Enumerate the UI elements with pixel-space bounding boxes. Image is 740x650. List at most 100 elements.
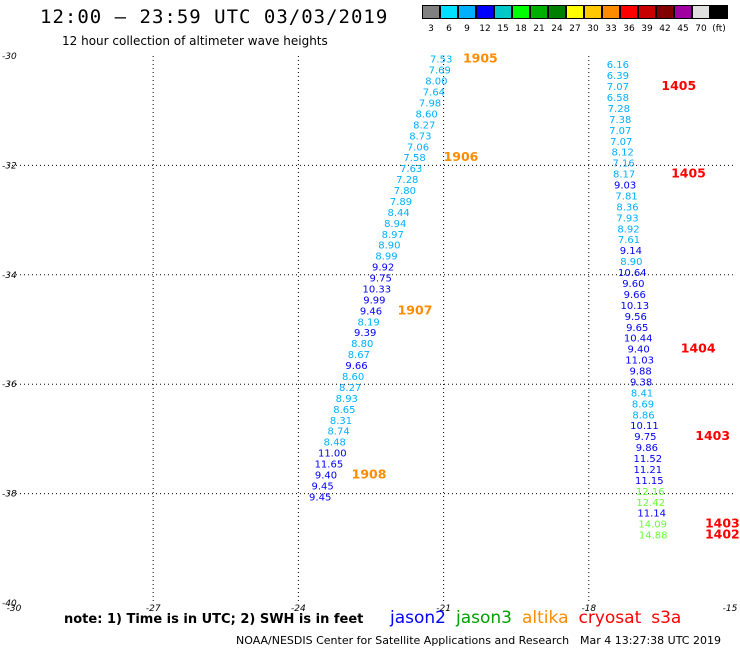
wave-height-value: 9.46 — [360, 306, 382, 317]
wave-height-value: 6.58 — [607, 93, 629, 104]
y-tick-label: -40 — [2, 599, 17, 609]
wave-height-value: 8.67 — [348, 350, 370, 361]
y-tick-label: -34 — [2, 271, 17, 281]
wave-height-value: 11.52 — [634, 454, 663, 465]
wave-height-value: 8.60 — [342, 372, 364, 383]
satellite-cryosat: cryosat — [578, 608, 642, 628]
wave-height-value: 7.81 — [615, 191, 637, 202]
wave-height-value: 8.31 — [330, 416, 352, 427]
wave-height-value: 9.40 — [315, 470, 337, 481]
scale-swatch — [494, 5, 512, 19]
wave-height-value: 12.16 — [636, 487, 665, 498]
wave-height-value: 11.00 — [318, 449, 347, 460]
wave-height-value: 10.11 — [630, 421, 659, 432]
wave-height-value: 7.58 — [403, 153, 425, 164]
scale-label: 39 — [641, 24, 653, 34]
wave-height-value: 9.99 — [363, 295, 385, 306]
scale-label: 70 — [695, 24, 707, 34]
wave-height-value: 10.64 — [618, 268, 647, 279]
wave-height-value: 11.03 — [625, 356, 654, 367]
satellite-jason3: jason3 — [456, 608, 512, 628]
y-tick-label: -36 — [2, 380, 17, 390]
scale-swatch — [674, 5, 692, 19]
wave-height-value: 9.14 — [620, 246, 642, 257]
y-tick-label: -32 — [2, 161, 17, 171]
wave-height-value: 8.99 — [375, 252, 397, 263]
wave-height-value: 9.56 — [625, 312, 647, 323]
wave-height-value: 10.33 — [362, 284, 391, 295]
scale-swatch — [692, 5, 710, 19]
wave-height-value: 8.90 — [620, 257, 642, 268]
scale-label: (ft) — [712, 24, 726, 34]
scale-label: 45 — [677, 24, 689, 34]
scale-swatch — [548, 5, 566, 19]
x-tick-label: -27 — [146, 604, 161, 614]
scale-label: 6 — [446, 24, 452, 34]
wave-height-value: 10.44 — [624, 334, 653, 345]
satellite-jason2: jason2 — [390, 608, 446, 628]
scale-swatch — [638, 5, 656, 19]
satellite-s3a: s3a — [651, 608, 682, 628]
wave-height-value: 8.27 — [413, 120, 435, 131]
x-tick-label: -18 — [581, 604, 596, 614]
wave-height-value: 9.66 — [624, 290, 646, 301]
scale-label: 42 — [659, 24, 671, 34]
wave-height-value: 9.75 — [370, 274, 392, 285]
pass-time-label: 1905 — [463, 51, 498, 66]
wave-height-value: 14.88 — [639, 531, 668, 542]
scale-swatch — [602, 5, 620, 19]
footer-credit: NOAA/NESDIS Center for Satellite Applica… — [236, 634, 570, 647]
wave-height-value: 9.92 — [372, 263, 394, 274]
wave-height-value: 9.45 — [309, 492, 331, 503]
wave-height-value: 9.39 — [354, 328, 376, 339]
wave-height-value: 9.38 — [630, 377, 652, 388]
wave-height-value: 8.86 — [632, 410, 654, 421]
scale-label: 36 — [623, 24, 635, 34]
wave-height-value: 8.60 — [416, 109, 438, 120]
wave-height-value: 8.27 — [339, 383, 361, 394]
scale-swatch — [440, 5, 458, 19]
wave-height-value: 9.86 — [636, 443, 658, 454]
wave-height-value: 11.14 — [637, 509, 666, 520]
y-tick-label: -38 — [2, 490, 17, 500]
x-tick-label: -24 — [291, 604, 306, 614]
scale-swatch — [566, 5, 584, 19]
x-tick-label: -21 — [436, 604, 451, 614]
wave-height-value: 8.65 — [333, 405, 355, 416]
scale-label: 18 — [515, 24, 527, 34]
wave-height-value: 8.74 — [327, 427, 349, 438]
y-tick-label: -30 — [2, 52, 17, 62]
wave-height-value: 8.93 — [336, 394, 358, 405]
scale-label: 3 — [428, 24, 434, 34]
wave-height-value: 9.66 — [345, 361, 367, 372]
wave-height-value: 8.94 — [384, 219, 406, 230]
satellite-altika: altika — [522, 608, 569, 628]
wave-height-value: 7.98 — [419, 98, 441, 109]
wave-height-value: 8.12 — [612, 148, 634, 159]
scale-label: 15 — [497, 24, 509, 34]
scale-swatch — [422, 5, 440, 19]
pass-time-label: 1906 — [444, 149, 479, 164]
scale-swatch — [530, 5, 548, 19]
wave-height-value: 11.65 — [315, 460, 344, 471]
wave-height-value: 7.06 — [407, 142, 429, 153]
wave-height-value: 8.17 — [613, 170, 635, 181]
wave-height-value: 8.69 — [632, 399, 654, 410]
scale-swatch — [620, 5, 638, 19]
wave-height-value: 9.45 — [311, 481, 333, 492]
scale-label: 21 — [533, 24, 545, 34]
x-tick-label: -30 — [7, 604, 22, 614]
wave-height-value: 9.75 — [634, 432, 656, 443]
chart-subtitle: 12 hour collection of altimeter wave hei… — [62, 34, 328, 48]
wave-height-value: 7.80 — [394, 186, 416, 197]
wave-height-value: 7.64 — [423, 88, 445, 99]
wave-height-value: 7.63 — [400, 164, 422, 175]
wave-height-value: 7.07 — [610, 137, 632, 148]
pass-time-label: 1907 — [398, 302, 433, 317]
wave-height-value: 8.97 — [382, 230, 404, 241]
wave-height-value: 8.19 — [357, 317, 379, 328]
wave-height-value: 7.89 — [390, 197, 412, 208]
pass-time-label: 1404 — [681, 341, 716, 356]
satellite-legend: jason2 jason3 altika cryosat s3a — [390, 608, 691, 628]
wave-height-value: 9.60 — [622, 279, 644, 290]
